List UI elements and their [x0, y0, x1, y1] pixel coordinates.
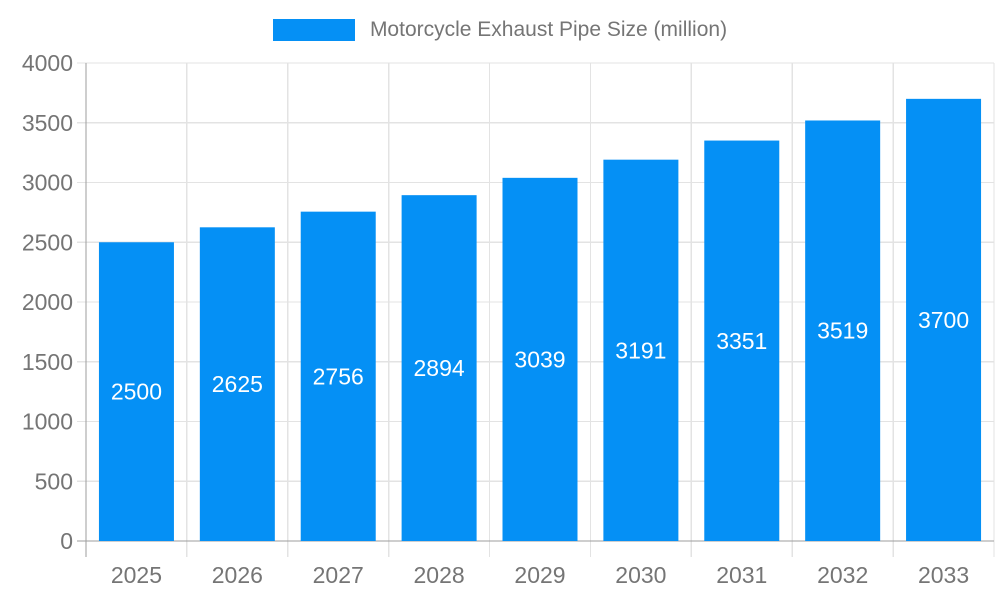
- legend-label: Motorcycle Exhaust Pipe Size (million): [369, 18, 728, 41]
- x-axis-label: 2030: [615, 562, 666, 588]
- x-axis-label: 2032: [817, 562, 868, 588]
- bar-value-label: 2500: [111, 379, 162, 405]
- x-axis-label: 2027: [313, 562, 364, 588]
- bar-2033[interactable]: [906, 98, 982, 541]
- y-axis-label: 2500: [22, 229, 73, 255]
- bar-2025[interactable]: [98, 242, 174, 541]
- y-axis-label: 3500: [22, 110, 73, 136]
- bar-2027[interactable]: [300, 211, 376, 541]
- y-axis-label: 0: [60, 528, 73, 554]
- bar-2029[interactable]: [502, 177, 578, 542]
- bar-value-label: 3039: [514, 346, 565, 372]
- bar-2030[interactable]: [603, 159, 679, 541]
- bar-2028[interactable]: [401, 195, 477, 542]
- y-axis-label: 2000: [22, 289, 73, 315]
- y-axis-label: 3000: [22, 170, 73, 196]
- legend[interactable]: Motorcycle Exhaust Pipe Size (million): [0, 18, 1000, 42]
- x-axis-label: 2025: [111, 562, 162, 588]
- bar-value-label: 3700: [918, 307, 969, 333]
- y-axis-label: 1500: [22, 349, 73, 375]
- bar-2032[interactable]: [805, 120, 881, 542]
- bar-value-label: 2756: [313, 363, 364, 389]
- y-axis-label: 4000: [22, 50, 73, 76]
- legend-swatch: [272, 19, 355, 41]
- y-axis-label: 500: [35, 468, 73, 494]
- bar-2031[interactable]: [704, 140, 780, 542]
- x-axis-label: 2028: [414, 562, 465, 588]
- bar-2026[interactable]: [199, 227, 275, 541]
- x-axis-label: 2031: [716, 562, 767, 588]
- bar-value-label: 2625: [212, 371, 263, 397]
- y-axis-label: 1000: [22, 409, 73, 435]
- bar-value-label: 3191: [615, 337, 666, 363]
- bar-value-label: 2894: [414, 355, 465, 381]
- bar-value-label: 3519: [817, 318, 868, 344]
- x-axis-label: 2033: [918, 562, 969, 588]
- x-axis-label: 2026: [212, 562, 263, 588]
- x-axis-label: 2029: [514, 562, 565, 588]
- bar-value-label: 3351: [716, 328, 767, 354]
